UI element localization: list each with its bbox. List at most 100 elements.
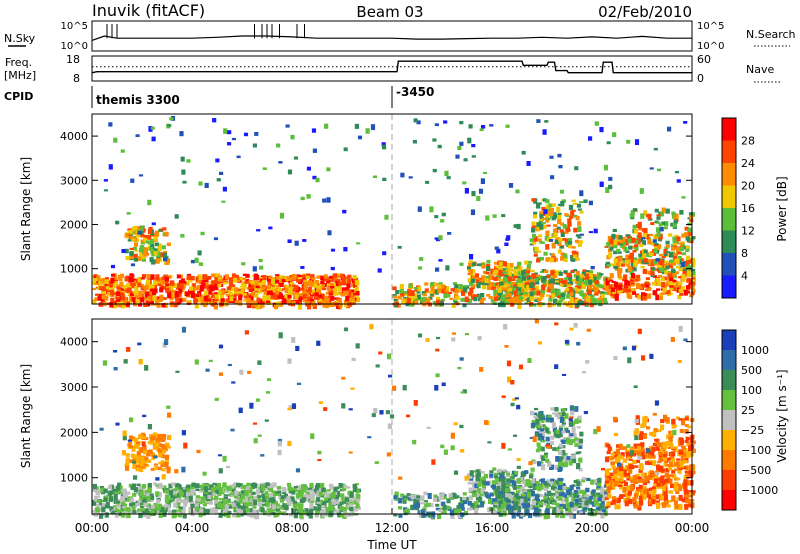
velocity-echo-cell — [570, 410, 575, 416]
velocity-echo-cell — [628, 467, 633, 474]
power-echo-cell — [406, 297, 411, 304]
power-echo-cell — [485, 271, 490, 275]
velocity-echo-cell — [277, 510, 282, 515]
power-echo-cell — [140, 245, 145, 251]
power-echo-cell — [410, 303, 415, 307]
power-echo-cell — [132, 278, 137, 283]
velocity-echo-cell — [155, 484, 160, 487]
velocity-echo-cell — [515, 495, 521, 500]
power-echo-cell — [146, 240, 151, 244]
power-echo-cell — [568, 275, 573, 281]
power-echo-cell — [654, 280, 659, 286]
velocity-echo-cell — [476, 504, 481, 508]
velocity-echo-cell — [171, 482, 176, 487]
velocity-echo-cell — [612, 496, 617, 503]
velocity-echo-cell — [671, 451, 676, 457]
power-echo-cell — [685, 261, 690, 265]
power-echo-cell — [118, 278, 123, 282]
velocity-echo-cell — [524, 470, 529, 475]
velocity-echo-cell — [222, 484, 227, 488]
velocity-echo-cell — [686, 450, 691, 455]
power-echo-cell — [636, 283, 641, 290]
velocity-echo-cell — [490, 507, 495, 511]
velocity-echo-cell — [678, 503, 683, 510]
power-echo-cell — [617, 272, 622, 278]
velocity-echo-cell — [236, 503, 241, 507]
velocity-echo-cell — [559, 416, 564, 423]
power-echo-cell — [686, 246, 691, 250]
power-echo-cell — [470, 209, 476, 216]
power-echo-cell — [650, 222, 655, 225]
power-echo-cell — [329, 275, 334, 279]
power-echo-cell — [440, 284, 445, 289]
power-echo-cell — [481, 275, 486, 279]
power-echo-cell — [536, 291, 541, 296]
power-echo-cell — [494, 246, 499, 250]
velocity-echo-cell — [295, 497, 300, 500]
cpid-label: CPID — [4, 90, 33, 103]
power-echo-cell — [665, 244, 671, 248]
power-echo-cell — [99, 286, 104, 291]
velocity-echo-cell — [249, 512, 254, 518]
velocity-echo-cell — [534, 494, 539, 500]
power-echo-cell — [531, 288, 536, 291]
power-echo-cell — [577, 221, 582, 226]
velocity-echo-cell — [551, 481, 556, 487]
power-echo-cell — [625, 259, 630, 265]
power-echo-cell — [558, 165, 563, 169]
velocity-echo-cell — [346, 486, 351, 489]
power-echo-cell — [462, 287, 468, 292]
power-echo-cell — [548, 279, 553, 285]
velocity-echo-cell — [550, 485, 556, 490]
power-echo-cell — [434, 283, 439, 286]
power-echo-cell — [575, 275, 581, 281]
velocity-echo-cell — [232, 486, 237, 489]
velocity-echo-cell — [318, 491, 323, 497]
velocity-echo-cell — [499, 474, 504, 480]
velocity-echo-cell — [159, 485, 165, 488]
velocity-echo-cell — [163, 489, 169, 494]
power-echo-cell — [356, 242, 361, 245]
power-echo-cell — [203, 295, 208, 301]
power-echo-cell — [634, 244, 639, 248]
velocity-echo-cell — [687, 425, 692, 429]
power-echo-cell — [683, 260, 688, 267]
power-echo-cell — [584, 278, 589, 282]
power-echo-cell — [416, 291, 421, 294]
power-echo-cell — [150, 303, 155, 306]
velocity-echo-cell — [555, 511, 560, 518]
velocity-echo-cell — [224, 489, 230, 493]
velocity-echo-cell — [502, 469, 507, 472]
power-echo-cell — [226, 290, 231, 294]
power-echo-cell — [181, 169, 186, 175]
velocity-echo-cell — [661, 486, 667, 492]
power-echo-cell — [399, 287, 404, 294]
velocity-echo-cell — [668, 461, 674, 468]
velocity-echo-cell — [478, 488, 483, 494]
power-echo-cell — [478, 281, 483, 285]
velocity-echo-cell — [352, 497, 357, 503]
power-echo-cell — [395, 290, 400, 295]
velocity-echo-cell — [474, 509, 479, 515]
power-echo-cell — [534, 285, 539, 290]
power-echo-cell — [618, 256, 623, 262]
power-echo-cell — [521, 150, 526, 155]
velocity-echo-cell — [469, 470, 474, 476]
velocity-echo-cell — [252, 509, 257, 516]
velocity-echo-cell — [565, 430, 570, 433]
power-echo-cell — [672, 279, 677, 283]
velocity-echo-cell — [582, 507, 587, 511]
power-echo-cell — [527, 276, 532, 282]
power-echo-cell — [656, 231, 661, 237]
velocity-echo-cell — [182, 489, 187, 494]
power-echo-cell — [243, 132, 249, 137]
velocity-echo-cell — [172, 491, 177, 494]
nave-tick-bottom: 0 — [697, 72, 704, 85]
velocity-echo-cell — [300, 498, 305, 503]
velocity-echo-cell — [577, 419, 582, 424]
power-echo-cell — [330, 278, 335, 282]
power-echo-cell — [590, 289, 595, 292]
power-echo-cell — [317, 294, 322, 299]
power-colorbar-tick-label: 12 — [741, 225, 755, 238]
velocity-echo-cell — [520, 513, 525, 517]
